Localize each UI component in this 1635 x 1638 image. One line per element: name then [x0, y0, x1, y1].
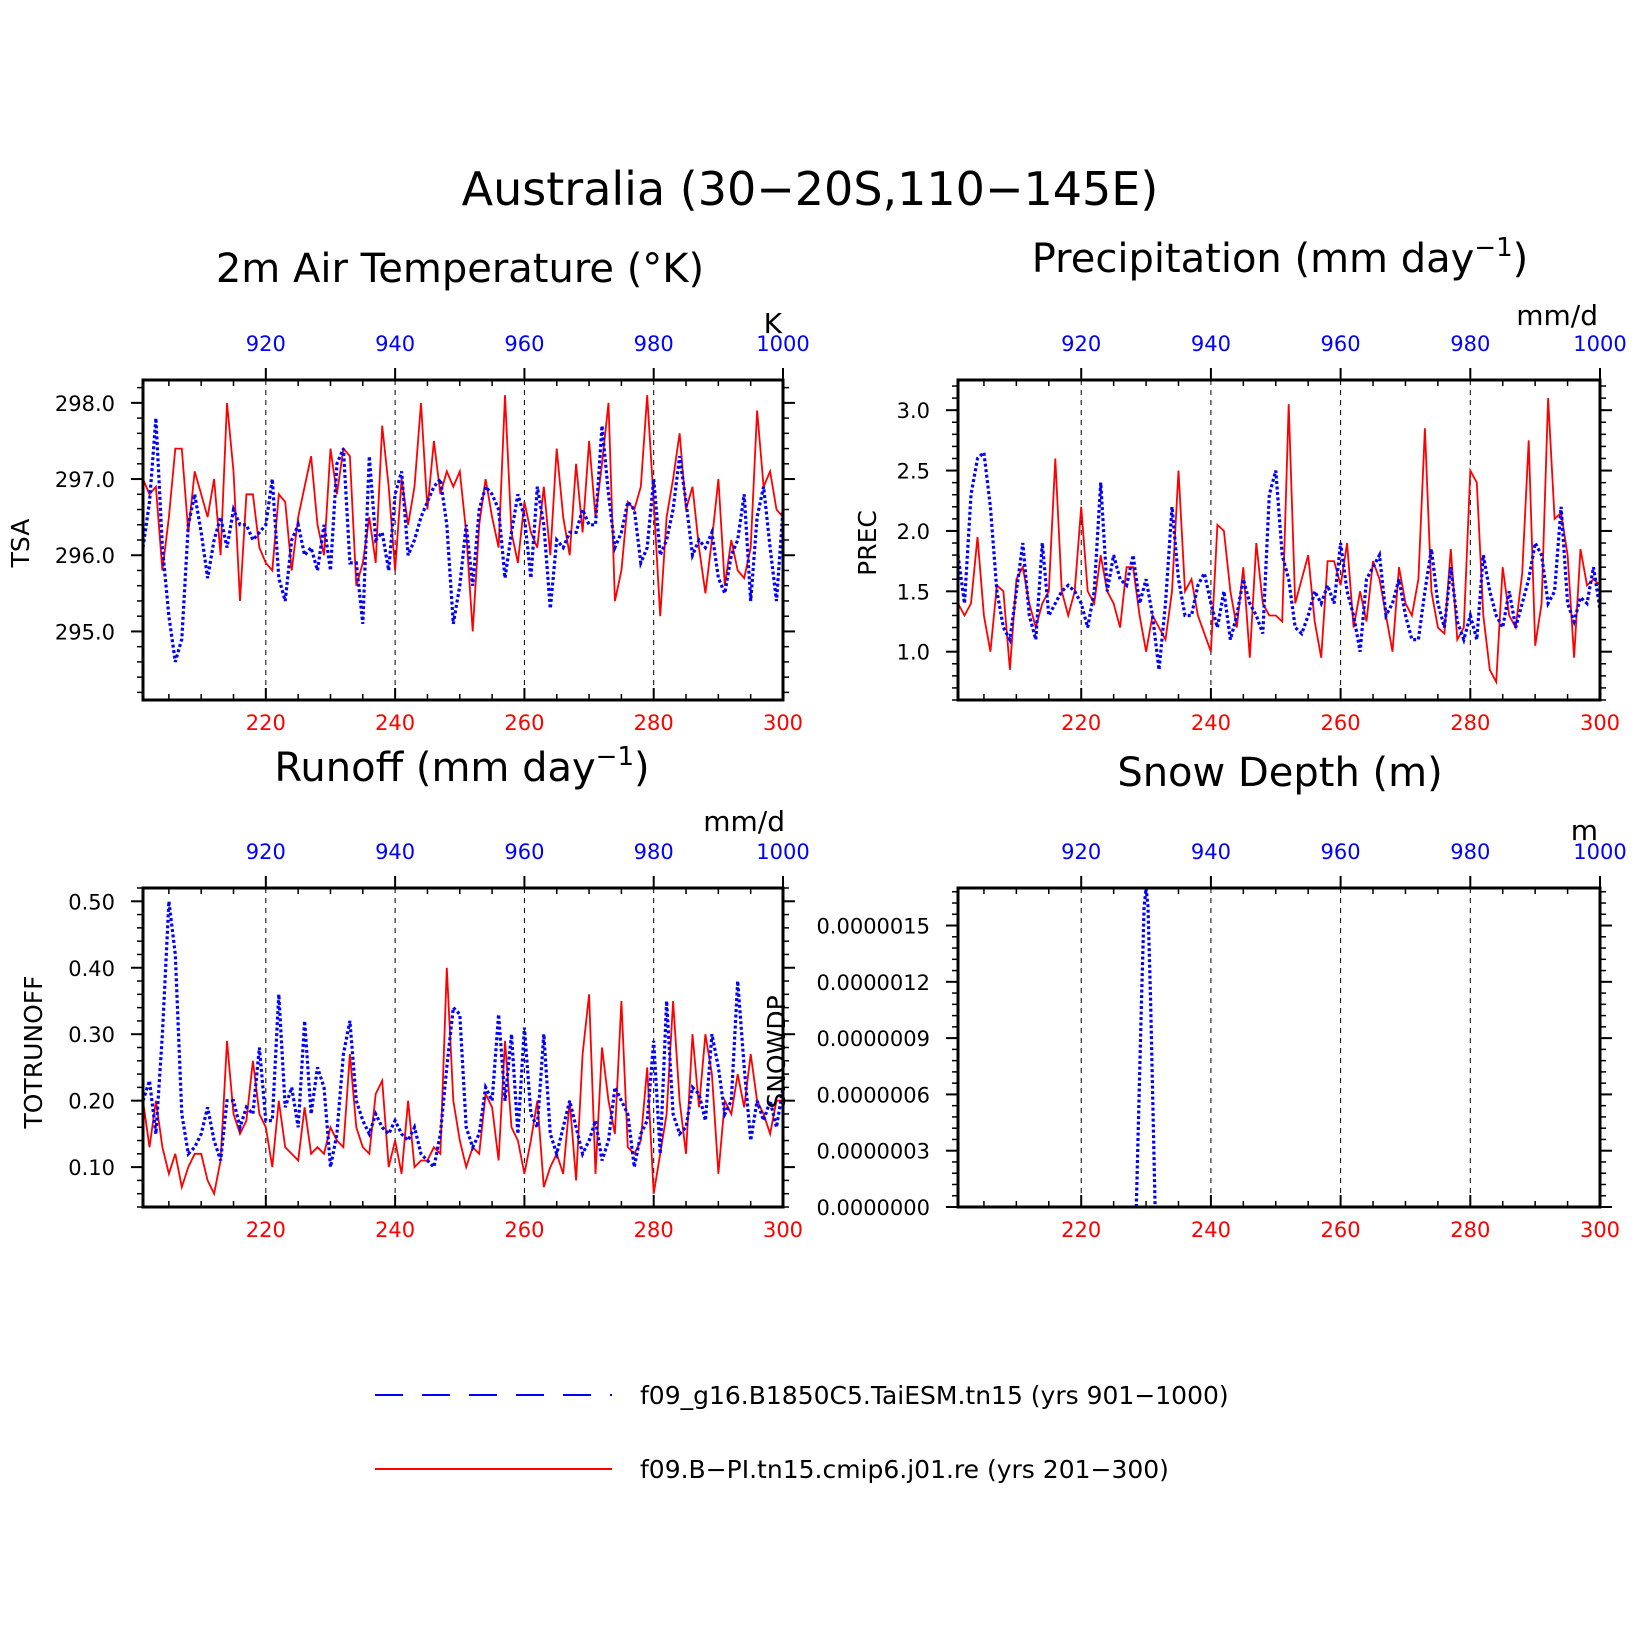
x-tick-label-bottom: 220	[1061, 1218, 1101, 1242]
panel-runoff-plot: 220 240 260 280 300 920 940 960 980 1000 0.10 0.20 0…	[68, 840, 809, 1242]
x-tick-label-top: 960	[1321, 840, 1361, 864]
x-tick-label-bottom: 220	[246, 711, 286, 735]
series-cmip6-line	[143, 395, 783, 632]
panel-tsa-title: 2m Air Temperature (°K)	[216, 246, 704, 292]
y-tick-label: 1.0	[897, 641, 930, 665]
panel-runoff-units: mm/d	[703, 805, 785, 838]
y-tick-label: 0.10	[68, 1156, 115, 1180]
y-tick-label: 0.0000003	[816, 1140, 930, 1164]
y-tick-label: 0.0000012	[816, 971, 930, 995]
x-tick-label-bottom: 300	[1580, 1218, 1620, 1242]
series-taiesm-line	[1134, 888, 1157, 1207]
x-tick-label-top: 1000	[756, 840, 809, 864]
y-tick-label: 297.0	[55, 468, 115, 492]
x-tick-label-top: 960	[1321, 332, 1361, 356]
panel-prec-units: mm/d	[1516, 299, 1598, 332]
x-tick-label-top: 1000	[1573, 332, 1626, 356]
y-tick-label: 3.0	[897, 399, 930, 423]
y-tick-label: 0.0000015	[816, 915, 930, 939]
y-tick-label: 2.5	[897, 460, 930, 484]
x-tick-label-bottom: 280	[634, 711, 674, 735]
x-tick-label-bottom: 240	[1191, 1218, 1231, 1242]
panel-prec-title: Precipitation (mm day−1)	[1032, 233, 1529, 282]
panel-runoff: Runoff (mm day−1) mm/d TOTRUNOFF 220 240 2…	[19, 742, 810, 1242]
x-tick-label-bottom: 240	[1191, 711, 1231, 735]
x-tick-label-top: 920	[1061, 840, 1101, 864]
panel-tsa-plot: 220 240 260 280 300 920 940 960 980 1000 295.0 296.…	[55, 332, 810, 735]
y-tick-label: 295.0	[55, 620, 115, 644]
x-tick-label-bottom: 240	[375, 711, 415, 735]
series-cmip6-line	[143, 967, 783, 1197]
y-tick-label: 0.30	[68, 1023, 115, 1047]
x-tick-label-top: 980	[634, 332, 674, 356]
x-tick-label-top: 960	[504, 332, 544, 356]
x-tick-label-bottom: 260	[504, 711, 544, 735]
plot-frame	[956, 886, 1602, 1209]
x-tick-label-top: 920	[246, 840, 286, 864]
x-tick-label-top: 920	[246, 332, 286, 356]
x-tick-label-top: 940	[375, 332, 415, 356]
x-tick-label-bottom: 280	[1450, 1218, 1490, 1242]
y-tick-label: 0.0000006	[816, 1083, 930, 1107]
plot-frame	[141, 886, 785, 1209]
series-taiesm-line	[143, 417, 783, 663]
x-tick-label-bottom: 300	[1580, 711, 1620, 735]
plot-frame	[956, 378, 1602, 702]
panel-snow-units: m	[1571, 814, 1598, 847]
x-tick-label-top: 1000	[1573, 840, 1626, 864]
x-tick-label-bottom: 300	[763, 1218, 803, 1242]
y-tick-label: 296.0	[55, 544, 115, 568]
x-tick-label-top: 940	[1191, 332, 1231, 356]
y-tick-label: 0.50	[68, 890, 115, 914]
panel-tsa: 2m Air Temperature (°K) K TSA 220 240 260 2…	[6, 246, 810, 735]
panel-tsa-units: K	[764, 307, 783, 340]
x-tick-label-bottom: 260	[1321, 1218, 1361, 1242]
legend: f09_g16.B1850C5.TaiESM.tn15 (yrs 901−100…	[375, 1381, 1229, 1484]
x-tick-label-top: 980	[1450, 332, 1490, 356]
panel-snow: Snow Depth (m) m SNOWDP 220 240 260 280 300 9…	[762, 750, 1627, 1242]
x-tick-label-top: 980	[634, 840, 674, 864]
x-tick-label-top: 940	[375, 840, 415, 864]
series-cmip6-line	[958, 398, 1600, 686]
x-tick-label-top: 1000	[756, 332, 809, 356]
x-tick-label-bottom: 260	[504, 1218, 544, 1242]
x-tick-label-top: 920	[1061, 332, 1101, 356]
x-tick-label-bottom: 240	[375, 1218, 415, 1242]
y-tick-label: 0.0000009	[816, 1027, 930, 1051]
panel-snow-ylabel: SNOWDP	[762, 995, 791, 1108]
y-tick-label: 2.0	[897, 520, 930, 544]
panel-snow-title: Snow Depth (m)	[1117, 750, 1442, 796]
x-tick-label-bottom: 220	[246, 1218, 286, 1242]
y-tick-label: 0.40	[68, 957, 115, 981]
panel-runoff-title: Runoff (mm day−1)	[274, 742, 649, 791]
y-tick-label: 1.5	[897, 580, 930, 604]
panel-prec-plot: 220 240 260 280 300 920 940 960 980 1000 1.0 1.5 2.0…	[897, 332, 1627, 735]
panel-prec-ylabel: PREC	[853, 510, 882, 576]
x-tick-label-bottom: 280	[1450, 711, 1490, 735]
x-tick-label-bottom: 220	[1061, 711, 1101, 735]
figure-title: Australia (30−20S,110−145E)	[462, 162, 1159, 216]
legend-label-cmip6: f09.B−PI.tn15.cmip6.j01.re (yrs 201−300)	[640, 1455, 1169, 1484]
y-tick-label: 0.20	[68, 1090, 115, 1114]
series-taiesm-line	[143, 901, 783, 1171]
x-tick-label-bottom: 280	[634, 1218, 674, 1242]
y-tick-label: 0.0000000	[816, 1196, 930, 1220]
plot-frame	[141, 378, 785, 702]
x-tick-label-top: 980	[1450, 840, 1490, 864]
panel-runoff-ylabel: TOTRUNOFF	[19, 975, 48, 1129]
panel-tsa-ylabel: TSA	[6, 519, 35, 569]
panel-snow-plot: 220 240 260 280 300 920 940 960 980 1000 0.0000000…	[816, 840, 1626, 1242]
x-tick-label-top: 940	[1191, 840, 1231, 864]
panel-prec: Precipitation (mm day−1) mm/d PREC 220 24…	[853, 233, 1627, 735]
x-tick-label-bottom: 260	[1321, 711, 1361, 735]
x-tick-label-bottom: 300	[763, 711, 803, 735]
x-tick-label-top: 960	[504, 840, 544, 864]
y-tick-label: 298.0	[55, 392, 115, 416]
legend-label-taiesm: f09_g16.B1850C5.TaiESM.tn15 (yrs 901−100…	[640, 1381, 1229, 1410]
